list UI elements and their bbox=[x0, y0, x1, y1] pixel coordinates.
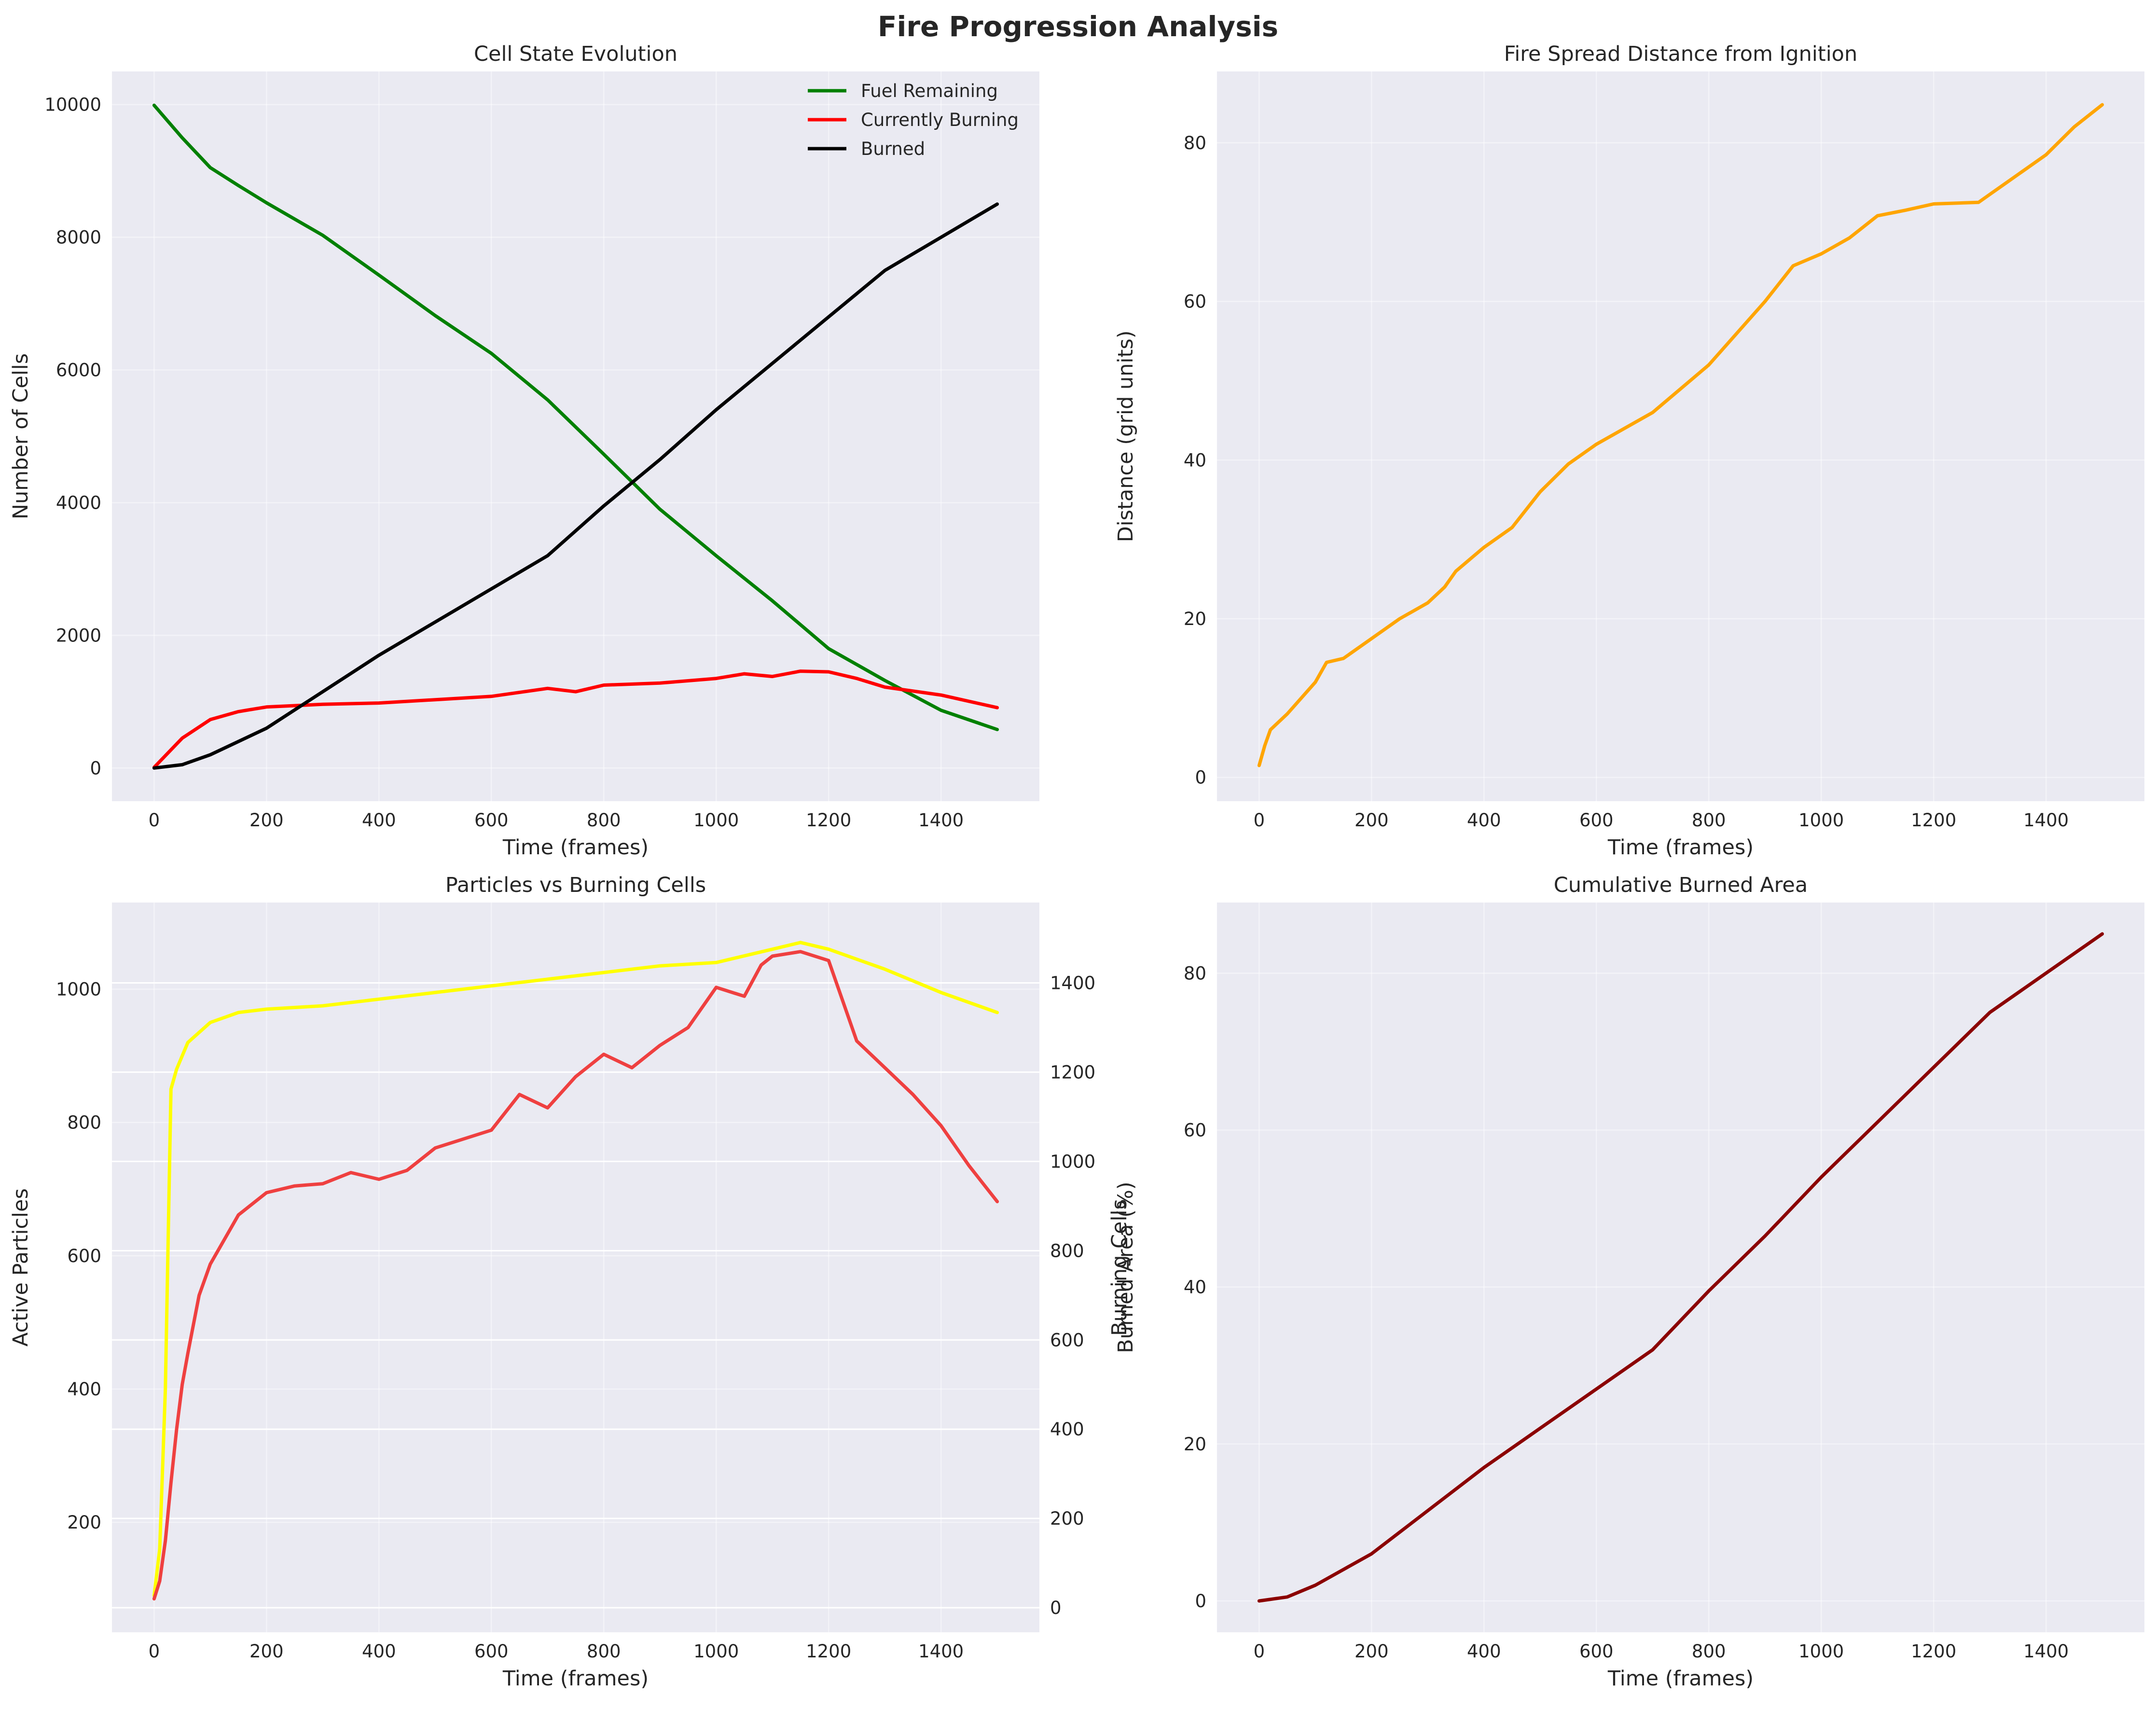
x-tick-label: 1000 bbox=[1798, 810, 1844, 831]
y-tick-label: 0 bbox=[90, 758, 101, 779]
y-tick-label: 80 bbox=[1184, 133, 1206, 153]
subplots: 0 200 400 600 800 1000 1200 1400020004000600080… bbox=[9, 42, 2144, 1691]
x-tick-label: 0 bbox=[149, 1641, 160, 1662]
figure-title: Fire Progression Analysis bbox=[878, 10, 1278, 43]
y-right-tick-label: 0 bbox=[1050, 1598, 1062, 1618]
x-tick-label: 800 bbox=[587, 1641, 621, 1662]
legend-label: Burned bbox=[861, 139, 925, 159]
subplot-title: Fire Spread Distance from Ignition bbox=[1504, 42, 1857, 66]
y-tick-label: 60 bbox=[1184, 292, 1206, 312]
x-tick-label: 1400 bbox=[918, 1641, 964, 1662]
y-tick-label: 0 bbox=[1195, 1591, 1206, 1612]
subplot-spread_distance: 0 200 400 600 800 1000 1200 1400 0 20 40 60 80 Fire S… bbox=[1114, 42, 2144, 860]
y-tick-label: 400 bbox=[67, 1379, 101, 1400]
y-tick-label: 6000 bbox=[56, 360, 101, 381]
y-tick-label: 600 bbox=[67, 1246, 101, 1266]
legend-label: Currently Burning bbox=[861, 110, 1019, 130]
x-axis-label: Time (frames) bbox=[1607, 835, 1754, 860]
y-tick-label: 10000 bbox=[44, 95, 101, 115]
legend-label: Fuel Remaining bbox=[861, 81, 998, 101]
plot-area bbox=[1217, 903, 2144, 1632]
x-tick-label: 200 bbox=[1354, 1641, 1389, 1662]
y-tick-label: 20 bbox=[1184, 609, 1206, 629]
x-tick-label: 800 bbox=[1692, 810, 1726, 831]
y-right-axis-label: Burning Cells bbox=[1107, 1199, 1132, 1336]
x-tick-label: 200 bbox=[249, 1641, 284, 1662]
y-tick-label: 2000 bbox=[56, 625, 101, 646]
subplot-cumulative_burned: 0 200 400 600 800 1000 1200 1400 0 20 40 60 80 Cumula… bbox=[1114, 873, 2144, 1691]
y-axis-label: Active Particles bbox=[9, 1188, 33, 1347]
x-tick-label: 600 bbox=[474, 1641, 509, 1662]
subplot-title: Cell State Evolution bbox=[474, 42, 677, 66]
x-axis-label: Time (frames) bbox=[1607, 1667, 1754, 1691]
x-axis-label: Time (frames) bbox=[502, 1667, 649, 1691]
y-axis-label: Burned Area (%) bbox=[1114, 1182, 1138, 1353]
x-tick-label: 200 bbox=[1354, 810, 1389, 831]
y-axis-label: Distance (grid units) bbox=[1114, 331, 1138, 542]
x-axis-label: Time (frames) bbox=[502, 835, 649, 860]
y-tick-label: 20 bbox=[1184, 1434, 1206, 1455]
y-tick-label: 40 bbox=[1184, 1277, 1206, 1298]
y-right-tick-label: 1400 bbox=[1050, 973, 1095, 993]
subplot-particles_vs_burning: 0 200 400 600 800 1000 1200 1400 200 400 600 800 100… bbox=[9, 873, 1132, 1691]
x-tick-label: 800 bbox=[587, 810, 621, 831]
x-tick-label: 1200 bbox=[1911, 810, 1956, 831]
y-tick-label: 0 bbox=[1195, 767, 1206, 788]
x-tick-label: 1200 bbox=[1911, 1641, 1956, 1662]
x-tick-label: 1000 bbox=[693, 1641, 739, 1662]
plot-area bbox=[1217, 71, 2144, 801]
series-line-0 bbox=[152, 941, 999, 1598]
x-tick-label: 1200 bbox=[806, 810, 851, 831]
x-tick-label: 0 bbox=[1254, 1641, 1265, 1662]
x-tick-label: 1400 bbox=[2023, 1641, 2069, 1662]
series-line-1 bbox=[152, 950, 999, 1601]
y-tick-label: 4000 bbox=[56, 492, 101, 513]
series-line-0 bbox=[1257, 932, 2104, 1603]
x-tick-label: 400 bbox=[1467, 1641, 1501, 1662]
x-tick-label: 400 bbox=[362, 1641, 396, 1662]
y-right-tick-label: 400 bbox=[1050, 1419, 1084, 1440]
plot-area bbox=[112, 903, 1039, 1632]
x-tick-label: 1200 bbox=[806, 1641, 851, 1662]
series-line-0 bbox=[152, 103, 999, 731]
subplot-cell_state: 0 200 400 600 800 1000 1200 1400 0 2000 4000 6000 80… bbox=[9, 42, 1039, 860]
y-right-tick-label: 1200 bbox=[1050, 1062, 1095, 1083]
subplot-title: Particles vs Burning Cells bbox=[445, 873, 706, 897]
series-line-1 bbox=[152, 669, 999, 769]
y-right-tick-label: 600 bbox=[1050, 1330, 1084, 1350]
series-line-2 bbox=[152, 202, 999, 770]
series-line-0 bbox=[1257, 103, 2104, 767]
subplot-title: Cumulative Burned Area bbox=[1554, 873, 1808, 897]
x-tick-label: 1000 bbox=[693, 810, 739, 831]
y-right-tick-label: 1000 bbox=[1050, 1151, 1095, 1172]
x-tick-label: 400 bbox=[362, 810, 396, 831]
x-tick-label: 0 bbox=[1254, 810, 1265, 831]
y-axis-label: Number of Cells bbox=[9, 353, 33, 519]
x-tick-label: 600 bbox=[474, 810, 509, 831]
x-tick-label: 0 bbox=[149, 810, 160, 831]
x-tick-label: 400 bbox=[1467, 810, 1501, 831]
y-tick-label: 200 bbox=[67, 1512, 101, 1533]
y-tick-label: 800 bbox=[67, 1112, 101, 1133]
y-tick-label: 8000 bbox=[56, 227, 101, 248]
x-tick-label: 1000 bbox=[1798, 1641, 1844, 1662]
x-tick-label: 1400 bbox=[2023, 810, 2069, 831]
x-tick-label: 600 bbox=[1579, 1641, 1614, 1662]
x-tick-label: 800 bbox=[1692, 1641, 1726, 1662]
y-tick-label: 1000 bbox=[56, 979, 101, 1000]
y-tick-label: 80 bbox=[1184, 963, 1206, 984]
x-tick-label: 200 bbox=[249, 810, 284, 831]
x-tick-label: 600 bbox=[1579, 810, 1614, 831]
y-right-tick-label: 800 bbox=[1050, 1240, 1084, 1261]
x-tick-label: 1400 bbox=[918, 810, 964, 831]
y-right-tick-label: 200 bbox=[1050, 1508, 1084, 1529]
y-tick-label: 60 bbox=[1184, 1120, 1206, 1140]
y-tick-label: 40 bbox=[1184, 450, 1206, 471]
